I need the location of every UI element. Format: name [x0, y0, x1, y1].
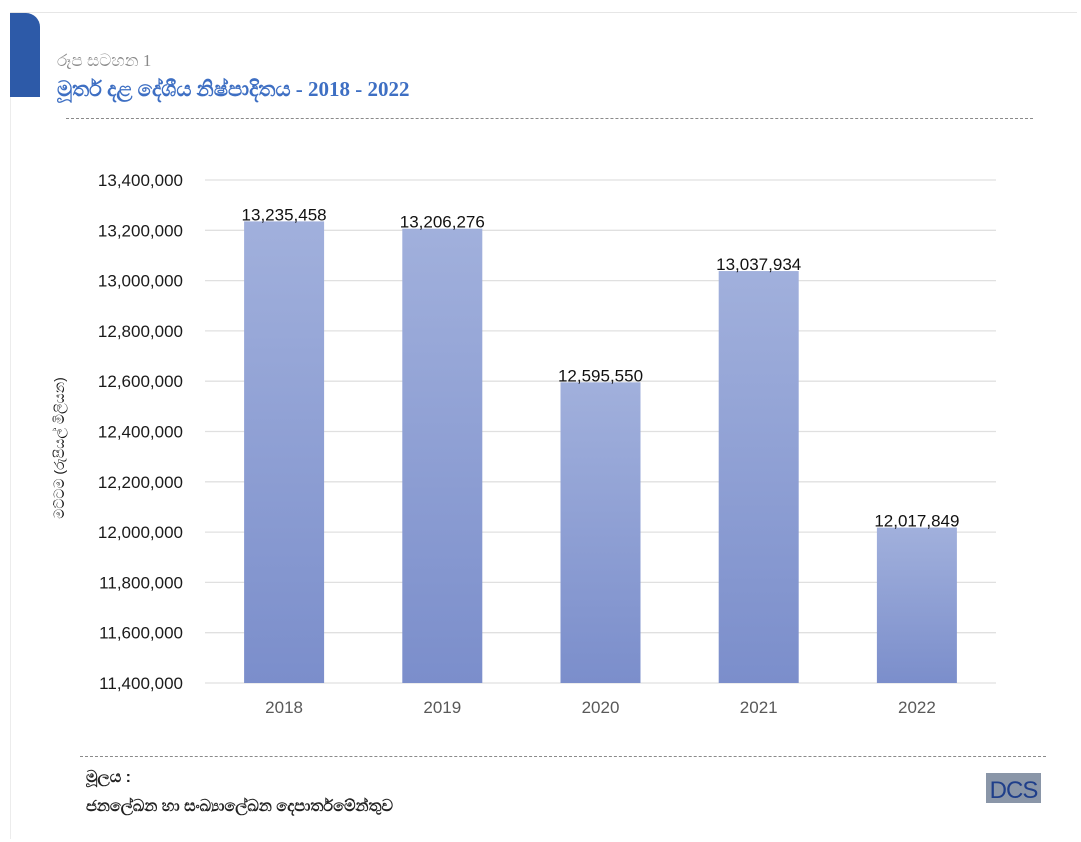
y-tick-label: 12,800,000 — [98, 322, 183, 341]
source-text: ජනලේඛන හා සංඛ්‍යාලේඛන දෙපාර්තමේන්තුව — [86, 798, 393, 815]
y-tick-label: 11,400,000 — [99, 674, 183, 693]
y-axis-label: මට්ටම (රුපියල් මිලියන) — [51, 377, 68, 518]
bar-2021 — [718, 271, 799, 683]
y-tick-label: 12,200,000 — [98, 473, 183, 492]
y-tick-label: 13,000,000 — [98, 272, 183, 291]
x-tick-label: 2022 — [898, 698, 936, 717]
bar-2020 — [560, 382, 641, 683]
x-tick-label: 2021 — [740, 698, 778, 717]
data-label: 12,017,849 — [874, 512, 959, 531]
data-label: 13,206,276 — [400, 213, 485, 232]
data-labels: 13,235,458 13,206,276 12,595,550 13,037,934… — [242, 205, 960, 530]
y-tick-label: 12,000,000 — [98, 523, 183, 542]
top-divider — [66, 118, 1033, 119]
x-tick-label: 2020 — [582, 698, 620, 717]
bar-2018 — [244, 221, 325, 683]
data-label: 13,037,934 — [716, 255, 801, 274]
x-tick-label: 2018 — [265, 698, 303, 717]
y-tick-label: 11,800,000 — [99, 573, 183, 592]
dcs-logo: DCS — [986, 773, 1041, 804]
bar-2019 — [402, 228, 483, 683]
y-tick-label: 13,400,000 — [98, 171, 183, 190]
x-tick-label: 2019 — [423, 698, 461, 717]
figure-title: මූර්ත දළ දේශීය නිෂ්පාදිතය - 2018 - 2022 — [57, 77, 410, 101]
figure-label: රූප සටහන 1 — [57, 51, 152, 70]
y-axis-ticks: 11,400,000 11,600,000 11,800,000 12,000,000… — [98, 171, 183, 693]
y-tick-label: 13,200,000 — [98, 221, 183, 240]
y-tick-label: 12,400,000 — [98, 423, 183, 442]
bottom-divider — [80, 756, 1046, 757]
chart-card — [10, 12, 1077, 839]
data-label: 12,595,550 — [558, 366, 643, 385]
accent-tab — [10, 13, 40, 97]
source-label: මූලය : — [86, 769, 131, 786]
y-tick-label: 11,600,000 — [99, 624, 183, 643]
data-label: 13,235,458 — [242, 205, 327, 224]
dcs-logo-text: DCS — [989, 777, 1039, 804]
x-axis-ticks: 2018 2019 2020 2021 2022 — [265, 698, 936, 717]
y-tick-label: 12,600,000 — [98, 372, 183, 391]
bar-2022 — [876, 527, 957, 683]
bars — [244, 221, 957, 683]
